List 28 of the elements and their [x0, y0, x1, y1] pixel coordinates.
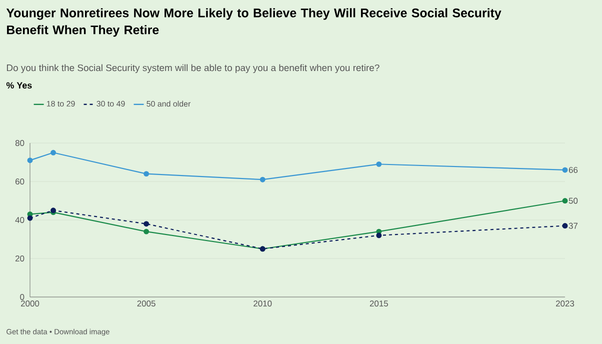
x-tick-label: 2010: [254, 300, 272, 307]
x-tick-label: 2015: [370, 300, 388, 307]
y-tick-label: 60: [16, 178, 24, 184]
y-tick-label: 80: [15, 140, 24, 146]
point: [260, 176, 266, 182]
point: [144, 171, 150, 177]
chart-title: Younger Nonretirees Now More Likely to Believe They Will Receive Social Security Benefit When They Retire: [6, 8, 502, 37]
point: [562, 223, 568, 229]
point: [562, 198, 568, 204]
x-tick-label: 2000: [21, 300, 40, 307]
point: [376, 161, 382, 167]
y-tick-label: 40: [15, 217, 24, 223]
data-label: 66: [568, 166, 578, 173]
text: % Yes: [6, 82, 32, 89]
point: [562, 167, 568, 173]
point: [144, 221, 150, 227]
chart-subtitle: Do you think the Social Security system will be able to pay you a benefit when you retire?: [6, 64, 380, 74]
data-label: 37: [568, 222, 578, 229]
point: [144, 228, 150, 234]
point: [50, 150, 56, 156]
x-tick-label: 2005: [137, 300, 156, 307]
data-label: 50: [568, 198, 578, 204]
x-tick-label: 2023: [556, 300, 574, 307]
y-tick-label: 0: [20, 294, 24, 300]
point: [27, 158, 33, 164]
point: [376, 232, 382, 238]
y-tick-label: 20: [15, 256, 24, 262]
point: [27, 215, 33, 221]
